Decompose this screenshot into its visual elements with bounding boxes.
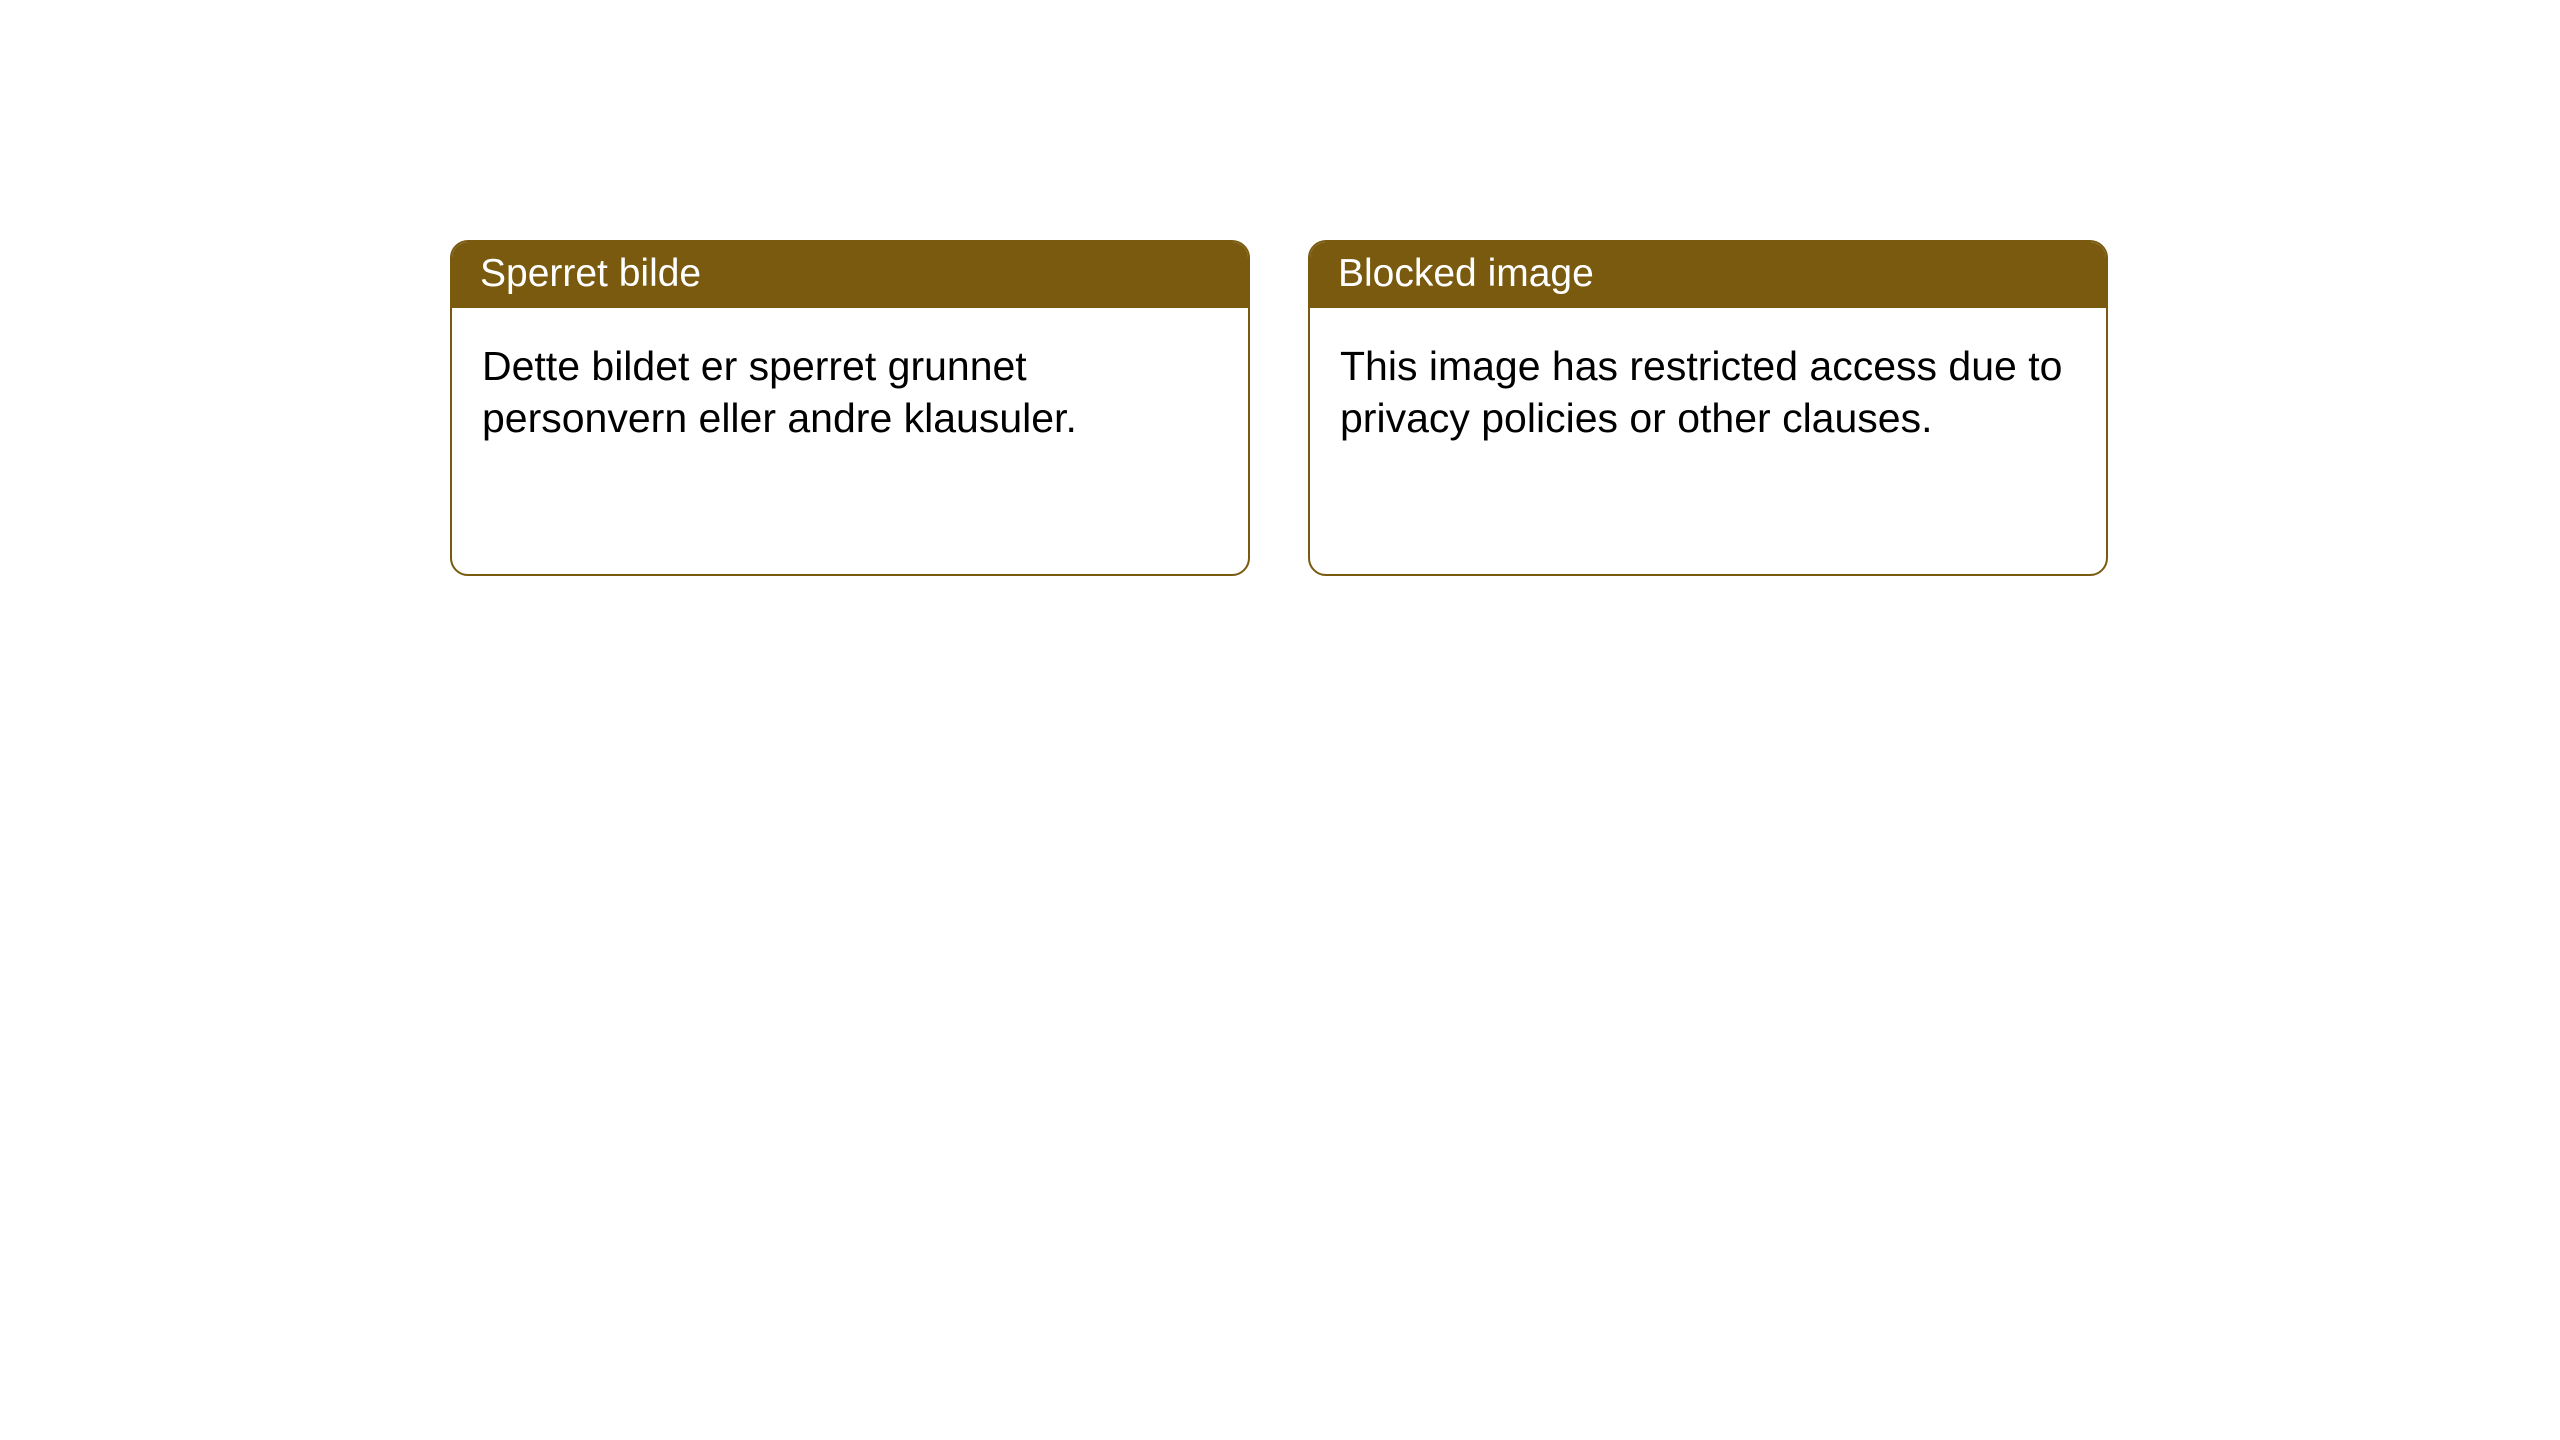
card-message: This image has restricted access due to … [1340,343,2062,441]
card-title: Sperret bilde [480,252,701,295]
card-title: Blocked image [1338,252,1594,295]
card-body: Dette bildet er sperret grunnet personve… [452,308,1248,477]
card-body: This image has restricted access due to … [1310,308,2106,477]
notice-card-norwegian: Sperret bilde Dette bildet er sperret gr… [450,240,1250,576]
card-message: Dette bildet er sperret grunnet personve… [482,343,1077,441]
card-header: Sperret bilde [452,242,1248,308]
card-header: Blocked image [1310,242,2106,308]
notice-card-english: Blocked image This image has restricted … [1308,240,2108,576]
notice-cards-container: Sperret bilde Dette bildet er sperret gr… [450,240,2108,576]
